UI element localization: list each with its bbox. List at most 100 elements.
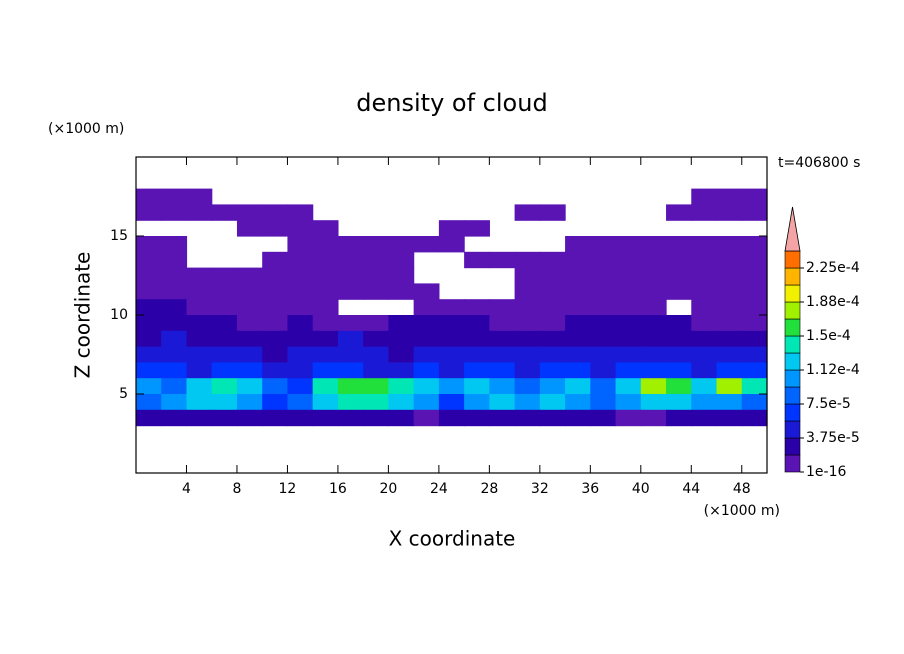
contour-cell [640,409,667,427]
contour-cell [590,346,617,363]
contour-cell [413,346,440,363]
contour-cell [438,362,465,379]
contour-cell [236,267,263,284]
contour-cell [489,330,516,348]
contour-cell [539,251,566,269]
contour-cell [287,267,314,284]
contour-cell [640,315,667,332]
contour-cell [565,394,591,411]
contour-cell [514,204,541,221]
contour-cell [489,251,516,269]
contour-cell [211,378,238,395]
contour-cell [413,315,440,332]
contour-cell [615,283,642,300]
contour-cell [186,188,213,205]
contour-cell [287,315,314,332]
contour-cell [287,346,314,363]
colorbar-band [784,352,801,371]
contour-cell [136,346,162,363]
contour-cell [287,378,314,395]
contour-cell [691,204,718,221]
contour-cell [716,283,743,300]
x-tick-label: 32 [531,481,549,497]
contour-cell [514,394,541,411]
contour-cell [262,299,289,316]
contour-cell [565,362,591,379]
contour-cell [363,394,389,411]
contour-cell [438,346,465,363]
contour-cell [539,330,566,348]
colorbar-label: 1.5e-4 [806,328,851,344]
contour-cell [236,315,263,332]
contour-cell [438,315,465,332]
contour-cell [388,283,415,300]
contour-cell [337,346,364,363]
contour-cell [565,346,591,363]
contour-cell [413,299,440,316]
contour-cell [590,330,617,348]
contour-cell [388,378,415,395]
x-tick-label: 48 [733,481,751,497]
contour-cell [489,362,516,379]
chart-title: density of cloud [356,89,547,117]
contour-cell [161,315,188,332]
contour-cell [363,409,389,427]
contour-cell [186,346,213,363]
contour-cell [514,299,541,316]
contour-cell [388,409,415,427]
y-axis-label: Z coordinate [71,252,95,379]
contour-cell [691,362,718,379]
contour-cell [590,267,617,284]
contour-cell [312,394,339,411]
contour-cell [615,362,642,379]
contour-cell [464,299,490,316]
contour-cell [666,362,692,379]
x-tick-label: 24 [430,481,448,497]
contour-cell [615,330,642,348]
contour-cell [539,283,566,300]
contour-cell [161,362,188,379]
contour-cell [691,378,718,395]
contour-cell [741,251,768,269]
contour-cell [287,409,314,427]
contour-cell [741,204,768,221]
contour-cell [615,299,642,316]
contour-cell [287,362,314,379]
contour-cell [741,188,768,205]
colorbar-band [784,250,801,269]
contour-cell [691,315,718,332]
contour-cell [413,394,440,411]
contour-cell [489,394,516,411]
contour-cell [161,346,188,363]
contour-cell [211,346,238,363]
contour-cell [489,299,516,316]
contour-cell [539,299,566,316]
contour-cell [186,204,213,221]
contour-cell [337,330,364,348]
colorbar-band [784,284,801,303]
contour-cell [211,315,238,332]
x-tick-label: 28 [480,481,498,497]
contour-cell [716,330,743,348]
contour-cell [337,251,364,269]
contour-cell [337,315,364,332]
contour-cell [337,283,364,300]
contour-cell [716,394,743,411]
contour-cell [186,409,213,427]
contour-cell [741,346,768,363]
contour-cell [337,362,364,379]
contour-cell [438,330,465,348]
colorbar-band [784,420,801,439]
contour-cell [287,283,314,300]
contour-cell [716,409,743,427]
contour-cell [363,251,389,269]
contour-cell [590,315,617,332]
y-tick-label: 15 [110,228,128,244]
contour-cell [640,236,667,253]
contour-cell [161,409,188,427]
contour-cell [312,378,339,395]
contour-cell [211,362,238,379]
contour-cell [211,330,238,348]
contour-cell [287,236,314,253]
contour-cell [312,267,339,284]
